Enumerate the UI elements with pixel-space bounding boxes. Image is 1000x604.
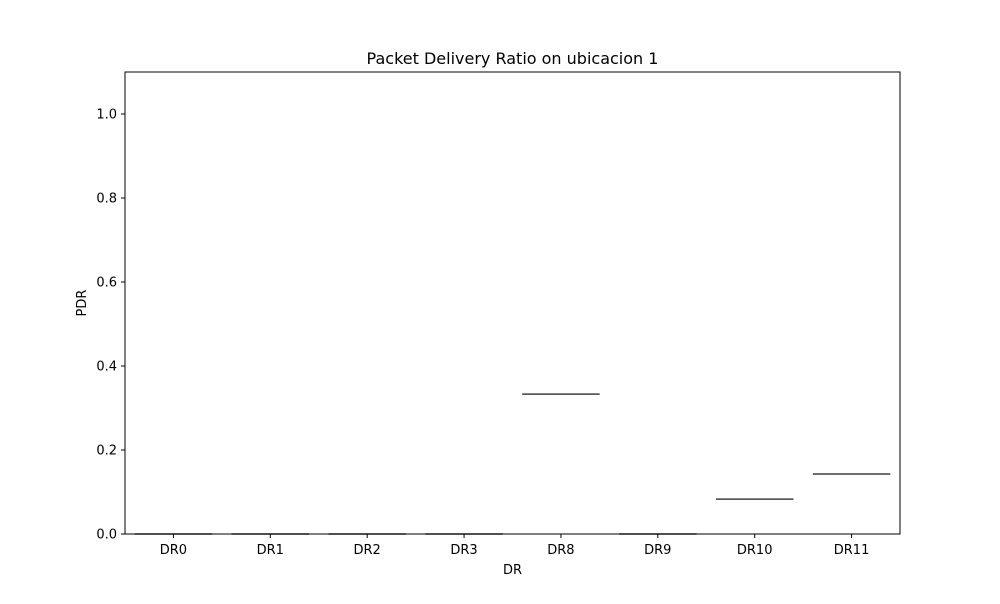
y-axis: 0.0 0.2 0.4 0.6 0.8 1.0 bbox=[96, 108, 125, 543]
x-tick-label: DR9 bbox=[644, 543, 671, 558]
x-tick-label: DR8 bbox=[547, 543, 574, 558]
x-tick-label: DR3 bbox=[450, 543, 477, 558]
y-tick-label: 0.4 bbox=[96, 360, 117, 375]
x-tick-label: DR1 bbox=[257, 543, 284, 558]
x-axis: DR0 DR1 DR2 DR3 DR8 DR9 DR10 DR11 bbox=[160, 534, 870, 558]
chart-title: Packet Delivery Ratio on ubicacion 1 bbox=[367, 49, 659, 68]
x-axis-label: DR bbox=[503, 563, 522, 578]
y-axis-label: PDR bbox=[75, 290, 90, 317]
y-tick-label: 0.2 bbox=[96, 444, 117, 459]
x-tick-label: DR0 bbox=[160, 543, 187, 558]
y-tick-label: 0.0 bbox=[96, 528, 117, 543]
x-tick-label: DR11 bbox=[834, 543, 870, 558]
y-tick-label: 1.0 bbox=[96, 108, 117, 123]
x-tick-label: DR2 bbox=[354, 543, 381, 558]
y-tick-label: 0.8 bbox=[96, 192, 117, 207]
data-marks bbox=[134, 393, 891, 535]
y-tick-label: 0.6 bbox=[96, 276, 117, 291]
plot-area-frame bbox=[124, 71, 901, 535]
x-tick-label: DR10 bbox=[737, 543, 773, 558]
